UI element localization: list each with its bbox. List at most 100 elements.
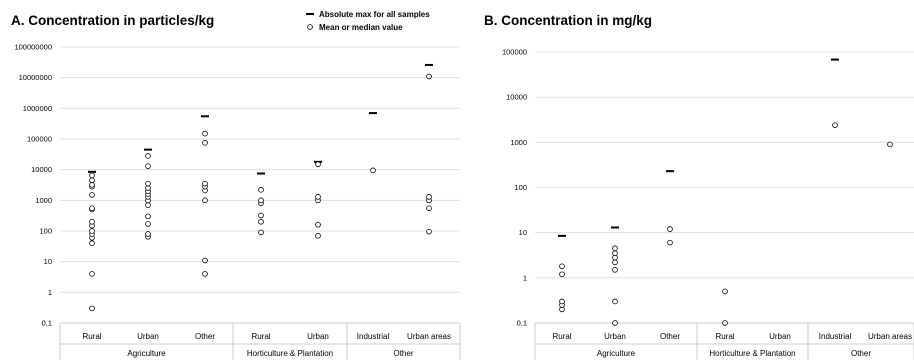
mean-circle-mark <box>89 172 95 179</box>
x-tick-label: Rural <box>82 332 101 341</box>
max-dash-mark <box>666 170 674 173</box>
panel-b-y-tick-labels: 0,1 1 10 100 1000 10000 100000 <box>502 48 527 328</box>
mean-circle-mark <box>145 202 151 208</box>
mean-circle-mark <box>89 192 95 198</box>
group-label: Other <box>393 349 413 358</box>
mean-circle-mark <box>89 271 95 277</box>
mean-circle-mark <box>315 232 321 239</box>
mean-circle-mark <box>612 245 618 252</box>
x-tick-label: Rural <box>715 332 734 341</box>
y-tick-label: 10 <box>44 257 52 266</box>
mean-circle-mark <box>370 167 376 174</box>
mean-circle-mark <box>89 240 95 247</box>
mean-circle-mark <box>612 267 618 273</box>
mean-circle-mark <box>667 239 673 246</box>
mean-circle-mark <box>315 161 321 168</box>
y-tick-label: 10 <box>519 228 527 237</box>
y-tick-label: 0,1 <box>42 319 52 328</box>
x-tick-label: Urban areas <box>868 332 912 341</box>
mean-circle-mark <box>202 180 208 187</box>
mean-circle-mark <box>89 228 95 234</box>
x-tick-label: Industrial <box>819 332 852 341</box>
x-tick-label: Industrial <box>357 332 390 341</box>
mean-circle-mark <box>315 194 321 200</box>
panel-b-chart: B. Concentration in mg/kg 0,1 1 10 100 1000 1… <box>484 13 914 360</box>
mean-circle-mark <box>258 212 264 219</box>
mean-circle-mark <box>89 305 95 312</box>
y-tick-label: 100 <box>514 183 527 192</box>
group-label: Horticulture & Plantation <box>709 349 795 358</box>
mean-circle-mark <box>89 177 95 184</box>
mean-circle-mark <box>202 197 208 204</box>
x-tick-label: Rural <box>552 332 571 341</box>
max-dash-mark <box>88 170 96 173</box>
mean-circle-mark <box>145 185 151 191</box>
group-label: Other <box>851 349 871 358</box>
mean-circle-mark <box>145 213 151 220</box>
mean-circle-mark <box>559 271 565 278</box>
mean-circle-mark <box>559 298 565 305</box>
mean-circle-mark <box>315 221 321 228</box>
x-tick-label: Urban <box>307 332 329 341</box>
y-tick-label: 100 <box>39 227 52 236</box>
group-label: Agriculture <box>127 349 166 358</box>
y-tick-label: 100000 <box>27 135 52 144</box>
mean-circle-mark <box>202 257 208 264</box>
legend-mean-circle <box>307 24 313 30</box>
panel-a-title: A. Concentration in particles/kg <box>11 13 214 28</box>
y-tick-label: 1000 <box>510 138 527 147</box>
mean-circle-mark <box>258 218 264 225</box>
legend-max-label: Absolute max for all samples <box>319 10 430 19</box>
panel-b-grid <box>535 51 914 324</box>
mean-circle-mark <box>145 153 151 159</box>
mean-circle-mark <box>258 229 264 236</box>
mean-circle-mark <box>89 205 95 212</box>
mean-circle-mark <box>202 271 208 277</box>
mean-circle-mark <box>722 320 728 326</box>
mean-circle-mark <box>145 163 151 169</box>
mean-circle-mark <box>722 288 728 295</box>
mean-circle-mark <box>612 320 618 326</box>
x-tick-label: Other <box>195 332 215 341</box>
mean-circle-mark <box>612 250 618 257</box>
mean-circle-mark <box>145 221 151 227</box>
mean-circle-mark <box>202 130 208 137</box>
panel-b-marks <box>558 58 893 326</box>
mean-circle-mark <box>145 231 151 237</box>
x-tick-label: Urban <box>137 332 159 341</box>
mean-circle-mark <box>426 228 432 235</box>
max-dash-mark <box>257 172 265 175</box>
y-tick-label: 100000000 <box>14 43 52 52</box>
y-tick-label: 1 <box>523 273 527 282</box>
mean-circle-mark <box>89 218 95 225</box>
x-tick-label: Rural <box>251 332 270 341</box>
max-dash-mark <box>369 112 377 115</box>
group-label: Horticulture & Plantation <box>247 349 333 358</box>
y-tick-label: 10000 <box>506 93 527 102</box>
mean-circle-mark <box>887 141 893 148</box>
panel-b-category-axis: Rural Urban Other Rural Urban Industrial Urban… <box>534 322 914 360</box>
mean-circle-mark <box>667 226 673 232</box>
y-tick-label: 0,1 <box>517 319 527 328</box>
max-dash-mark <box>831 58 839 61</box>
y-tick-label: 1000000 <box>23 104 52 113</box>
mean-circle-mark <box>426 205 432 212</box>
mean-circle-mark <box>258 197 264 204</box>
panel-b-title: B. Concentration in mg/kg <box>484 13 652 28</box>
mean-circle-mark <box>612 298 618 305</box>
mean-circle-mark <box>202 140 208 146</box>
mean-circle-mark <box>426 73 432 80</box>
panel-a-y-tick-labels: 0,1 1 10 100 1000 10000 100000 1000000 10000000 1… <box>14 43 52 328</box>
y-tick-label: 100000 <box>502 48 527 57</box>
y-tick-label: 1 <box>48 288 52 297</box>
legend-max-dash <box>306 13 314 15</box>
max-dash-mark <box>144 148 152 151</box>
mean-circle-mark <box>612 259 618 266</box>
max-dash-mark <box>558 234 566 237</box>
panel-a-chart: A. Concentration in particles/kg 0,1 1 10 1… <box>11 13 461 360</box>
mean-circle-mark <box>559 263 565 270</box>
max-dash-mark <box>611 226 619 229</box>
max-dash-mark <box>201 115 209 118</box>
mean-circle-mark <box>426 194 432 200</box>
